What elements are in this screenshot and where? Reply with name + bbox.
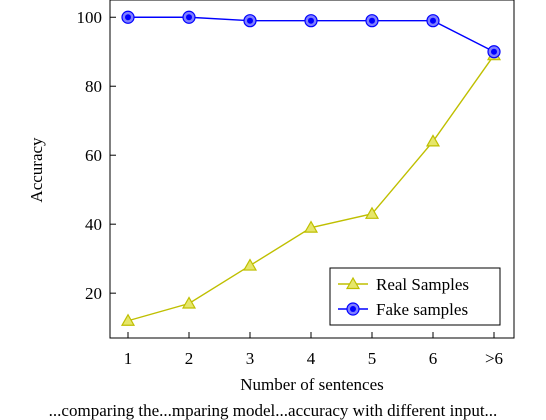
x-tick-label: 1 bbox=[124, 349, 133, 368]
x-tick-label: 6 bbox=[429, 349, 438, 368]
y-tick-label: 40 bbox=[85, 215, 102, 234]
x-axis: 1 2 3 4 5 6 >6 bbox=[124, 332, 503, 368]
x-tick-label: 2 bbox=[185, 349, 194, 368]
triangle-marker bbox=[242, 258, 258, 271]
series-fake-samples bbox=[121, 10, 501, 59]
x-tick-label: 3 bbox=[246, 349, 255, 368]
y-tick-label: 60 bbox=[85, 146, 102, 165]
triangle-marker bbox=[303, 220, 319, 233]
x-axis-title: Number of sentences bbox=[240, 375, 384, 394]
x-tick-label: 4 bbox=[307, 349, 316, 368]
series-real-samples bbox=[120, 47, 502, 326]
legend-entry: Fake samples bbox=[338, 300, 468, 319]
circle-marker-core bbox=[350, 306, 356, 312]
legend-box bbox=[329, 267, 501, 326]
circle-marker-core bbox=[247, 17, 253, 24]
y-tick-label: 80 bbox=[85, 77, 102, 96]
figure-caption: ...comparing the...mparing model...accur… bbox=[48, 402, 498, 420]
y-axis-title: Accuracy bbox=[27, 137, 46, 203]
y-tick-label: 100 bbox=[77, 8, 103, 27]
circle-marker-core bbox=[186, 14, 192, 21]
triangle-marker bbox=[364, 206, 380, 219]
y-axis: 20 40 60 80 100 bbox=[77, 8, 116, 303]
circle-marker-core bbox=[369, 17, 375, 24]
accuracy-line-chart: 20 40 60 80 100 1 2 3 4 5 6 >6 Number of sentences… bbox=[27, 0, 515, 394]
y-tick-label: 20 bbox=[85, 284, 102, 303]
plot-frame bbox=[109, 0, 515, 339]
x-tick-label: >6 bbox=[485, 349, 503, 368]
x-tick-label: 5 bbox=[368, 349, 377, 368]
circle-marker-core bbox=[125, 14, 131, 21]
legend-entry: Real Samples bbox=[338, 275, 469, 294]
legend-label: Fake samples bbox=[376, 300, 468, 319]
triangle-marker bbox=[425, 134, 441, 147]
triangle-marker bbox=[181, 296, 197, 309]
legend-label: Real Samples bbox=[376, 275, 469, 294]
circle-marker-core bbox=[308, 17, 314, 24]
circle-marker-core bbox=[430, 17, 436, 24]
legend: Real Samples Fake samples bbox=[329, 267, 501, 326]
triangle-marker bbox=[345, 276, 361, 290]
circle-marker-core bbox=[491, 48, 497, 55]
series-layer bbox=[120, 10, 502, 326]
triangle-marker bbox=[120, 313, 136, 326]
